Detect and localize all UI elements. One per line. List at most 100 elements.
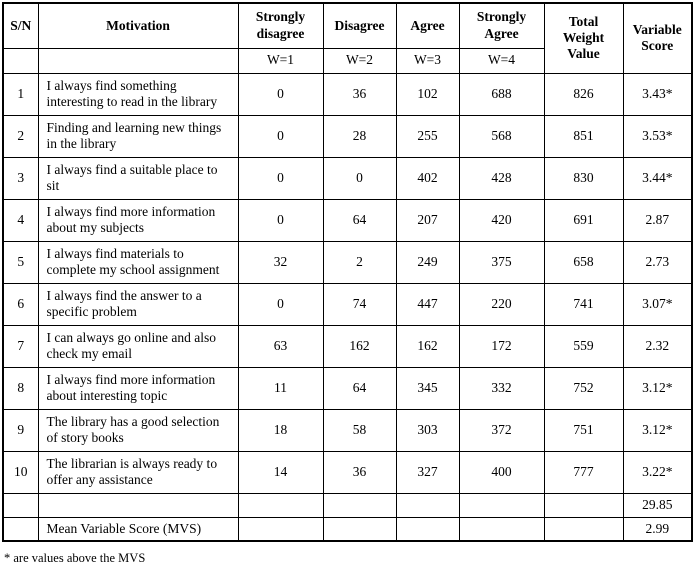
col-header-disagree: Disagree (322, 2, 397, 49)
sn-cell: 10 (2, 450, 39, 494)
total-weight-cell: 658 (543, 240, 624, 284)
strongly-agree-cell: 400 (458, 450, 545, 494)
sn-cell: 7 (2, 324, 39, 368)
variable-score-cell: 3.44* (622, 156, 693, 200)
strongly-agree-cell: 332 (458, 366, 545, 410)
agree-cell: 447 (395, 282, 460, 326)
mvs-label-cell: Mean Variable Score (MVS) (37, 516, 239, 542)
disagree-cell: 0 (322, 156, 397, 200)
motivation-cell: I always find more information about int… (37, 366, 239, 410)
total-weight-cell: 830 (543, 156, 624, 200)
strongly-agree-cell: 688 (458, 72, 545, 116)
col-header-strongly-disagree: Strongly disagree (237, 2, 324, 49)
agree-cell: 162 (395, 324, 460, 368)
motivation-survey-table: S/N Motivation Strongly disagree Disagre… (2, 2, 693, 542)
agree-cell: 255 (395, 114, 460, 158)
sn-cell: 4 (2, 198, 39, 242)
strongly-agree-cell: 172 (458, 324, 545, 368)
variable-score-cell: 3.12* (622, 408, 693, 452)
col-header-sn: S/N (2, 2, 39, 49)
strongly-disagree-cell: 32 (237, 240, 324, 284)
agree-cell: 303 (395, 408, 460, 452)
strongly-disagree-cell: 0 (237, 198, 324, 242)
table-row: 2 Finding and learning new things in the … (2, 114, 693, 158)
variable-score-cell: 2.87 (622, 198, 693, 242)
agree-cell: 207 (395, 198, 460, 242)
col-header-variable-score: Variable Score (622, 2, 693, 74)
disagree-cell: 64 (322, 366, 397, 410)
total-weight-cell: 751 (543, 408, 624, 452)
strongly-disagree-cell: 11 (237, 366, 324, 410)
strongly-agree-cell: 372 (458, 408, 545, 452)
strongly-agree-cell: 568 (458, 114, 545, 158)
empty-cell (458, 516, 545, 542)
empty-cell (543, 516, 624, 542)
variable-score-cell: 3.43* (622, 72, 693, 116)
agree-cell: 402 (395, 156, 460, 200)
strongly-disagree-cell: 0 (237, 72, 324, 116)
weight-header-w3: W=3 (395, 47, 460, 74)
strongly-agree-cell: 420 (458, 198, 545, 242)
motivation-cell: The library has a good selection of stor… (37, 408, 239, 452)
strongly-disagree-cell: 0 (237, 156, 324, 200)
motivation-cell: I always find a suitable place to sit (37, 156, 239, 200)
footnote: * are values above the MVS (4, 551, 146, 565)
weight-header-w1: W=1 (237, 47, 324, 74)
table-row: 9 The library has a good selection of sto… (2, 408, 693, 452)
summary-total-row: 29.85 (2, 492, 693, 518)
variable-score-cell: 3.22* (622, 450, 693, 494)
agree-cell: 102 (395, 72, 460, 116)
sn-cell: 2 (2, 114, 39, 158)
motivation-cell: I always find the answer to a specific p… (37, 282, 239, 326)
strongly-disagree-cell: 18 (237, 408, 324, 452)
agree-cell: 345 (395, 366, 460, 410)
variable-score-cell: 3.12* (622, 366, 693, 410)
strongly-disagree-cell: 14 (237, 450, 324, 494)
empty-cell (543, 492, 624, 518)
total-weight-cell: 826 (543, 72, 624, 116)
empty-cell (2, 492, 39, 518)
total-weight-cell: 851 (543, 114, 624, 158)
strongly-agree-cell: 375 (458, 240, 545, 284)
disagree-cell: 74 (322, 282, 397, 326)
empty-cell (237, 516, 324, 542)
variable-score-cell: 2.32 (622, 324, 693, 368)
col-header-strongly-agree: Strongly Agree (458, 2, 545, 49)
mvs-value-cell: 2.99 (622, 516, 693, 542)
sn-cell: 1 (2, 72, 39, 116)
table-header: S/N Motivation Strongly disagree Disagre… (2, 2, 693, 74)
header-row-labels: S/N Motivation Strongly disagree Disagre… (2, 2, 693, 74)
empty-cell (322, 492, 397, 518)
strongly-disagree-cell: 63 (237, 324, 324, 368)
sn-cell: 6 (2, 282, 39, 326)
agree-cell: 249 (395, 240, 460, 284)
empty-cell (237, 492, 324, 518)
disagree-cell: 58 (322, 408, 397, 452)
table-row: 10 The librarian is always ready to offer… (2, 450, 693, 494)
col-header-total-weight-value: Total Weight Value (543, 2, 624, 74)
strongly-agree-cell: 220 (458, 282, 545, 326)
total-weight-cell: 559 (543, 324, 624, 368)
motivation-cell: I always find more information about my … (37, 198, 239, 242)
motivation-cell: I always find materials to complete my s… (37, 240, 239, 284)
col-header-motivation: Motivation (37, 2, 239, 49)
variable-score-cell: 3.07* (622, 282, 693, 326)
motivation-cell: Finding and learning new things in the l… (37, 114, 239, 158)
empty-cell (395, 492, 460, 518)
empty-cell (37, 492, 239, 518)
total-weight-cell: 777 (543, 450, 624, 494)
empty-cell (395, 516, 460, 542)
mvs-row: Mean Variable Score (MVS) 2.99 (2, 516, 693, 542)
sn-cell: 5 (2, 240, 39, 284)
total-weight-cell: 691 (543, 198, 624, 242)
motivation-cell: I can always go online and also check my… (37, 324, 239, 368)
disagree-cell: 36 (322, 450, 397, 494)
